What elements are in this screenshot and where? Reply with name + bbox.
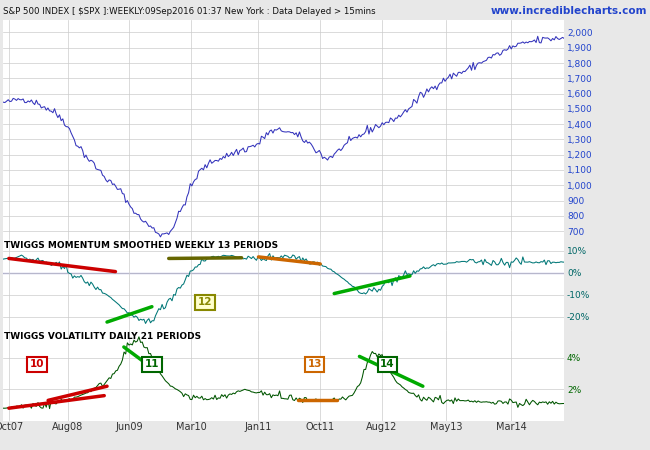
Text: 14: 14	[380, 359, 395, 369]
Text: TWIGGS VOLATILITY DAILY 21 PERIODS: TWIGGS VOLATILITY DAILY 21 PERIODS	[5, 332, 202, 341]
Text: 11: 11	[145, 359, 159, 369]
Text: S&P 500 INDEX [ $SPX ]:WEEKLY:09Sep2016 01:37 New York : Data Delayed > 15mins: S&P 500 INDEX [ $SPX ]:WEEKLY:09Sep2016 …	[3, 7, 376, 16]
Text: 13: 13	[307, 359, 322, 369]
Text: TWIGGS MOMENTUM SMOOTHED WEEKLY 13 PERIODS: TWIGGS MOMENTUM SMOOTHED WEEKLY 13 PERIO…	[5, 240, 278, 249]
Text: 12: 12	[198, 297, 213, 307]
Text: www.incrediblecharts.com: www.incrediblecharts.com	[490, 6, 647, 16]
Text: 10: 10	[30, 359, 44, 369]
